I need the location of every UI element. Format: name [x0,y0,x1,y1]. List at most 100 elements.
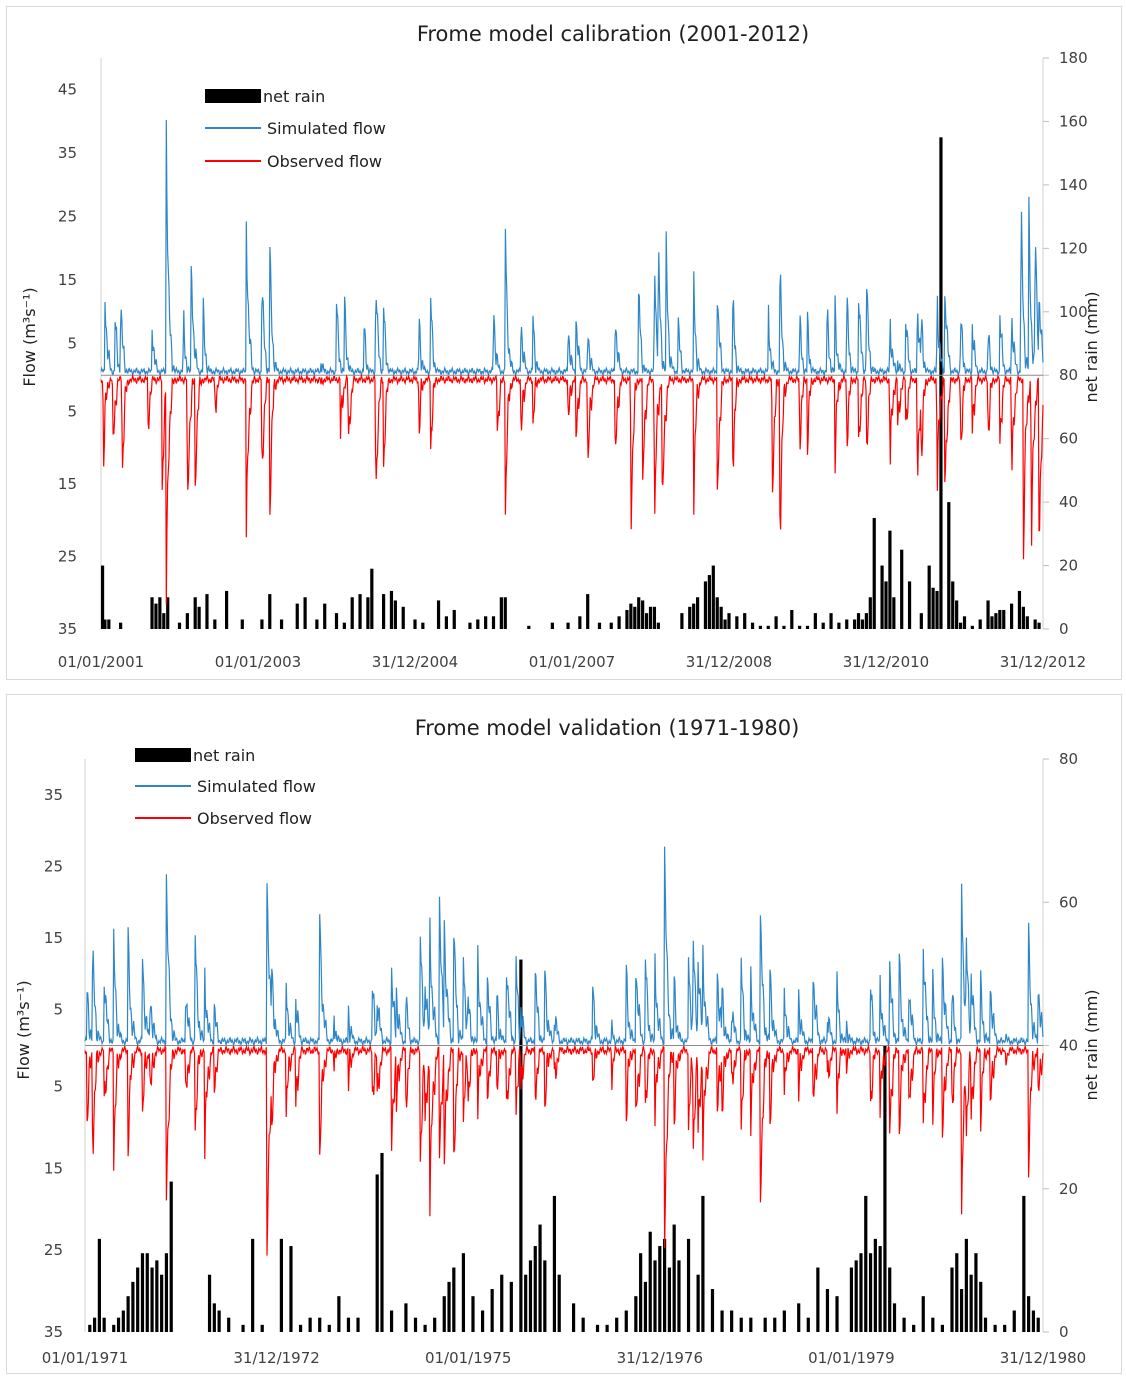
net-rain-bar [268,594,272,629]
right-tick-label: 0 [1059,1323,1069,1341]
net-rain-bar [798,625,802,629]
legend-label-simulated: Simulated flow [197,777,316,796]
net-rain-bar [782,625,786,629]
net-rain-bar [730,1310,734,1332]
net-rain-bar [919,613,923,629]
right-tick-label: 0 [1059,620,1069,638]
net-rain-bar [615,1317,619,1332]
net-rain-bar [750,622,755,629]
net-rain-bar [727,613,731,629]
net-rain-bar [758,625,762,629]
net-rain-bar [380,1152,384,1332]
left-tick-label: 5 [67,402,77,420]
net-rain-bar [413,619,417,629]
net-rain-bar [805,625,810,629]
net-rain-bar [633,606,637,629]
net-rain-bar [979,1281,983,1332]
net-rain-bar [766,625,770,629]
net-rain-bar [969,1274,973,1332]
net-rain-bar [197,606,201,629]
net-rain-bar [641,600,645,629]
net-rain-bar [854,1260,858,1332]
net-rain-bar [350,597,354,629]
net-rain-bar [993,1324,997,1332]
net-rain-bar [782,1310,786,1332]
net-rain-bar [491,616,496,629]
net-rain-bar [145,1253,149,1332]
net-rain-bar [829,613,833,629]
net-rain-bar [816,1267,820,1332]
net-rain-bar [318,1317,322,1332]
net-rain-bar [939,137,943,630]
net-rain-bar [260,1324,264,1332]
net-rain-bar [1031,1310,1036,1332]
net-rain-bar [680,613,684,629]
net-rain-bar [240,619,244,629]
net-rain-bar [421,622,425,629]
net-rain-bar [892,1303,897,1332]
net-rain-bar [334,613,339,629]
net-rain-bar [480,1310,485,1332]
right-tick-label: 160 [1059,112,1088,130]
net-rain-bar [658,1246,662,1332]
net-rain-bar [998,609,1002,629]
left-tick-label: 35 [44,786,63,804]
net-rain-bar [528,1260,533,1332]
left-tick-label: 15 [44,1159,63,1177]
net-rain-bar [719,606,723,629]
net-rain-bar [625,609,629,629]
net-rain-bar [888,530,892,629]
net-rain-bar [205,594,209,629]
right-tick-label: 80 [1059,750,1078,768]
x-tick-label: 31/12/1972 [233,1349,319,1367]
net-rain-bar [103,619,107,629]
net-rain-bar [648,606,653,629]
net-rain-bar [672,1224,676,1332]
net-rain-bar [92,1317,97,1332]
validation-chart: Frome model validation (1971-1980) 80 60 4… [6,694,1122,1374]
net-rain-bar [323,603,327,629]
right-tick-label: 140 [1059,176,1088,194]
net-rain-bar [837,622,841,629]
net-rain-bar [471,1296,475,1332]
net-rain-bar [337,1296,341,1332]
net-rain-bar [327,1324,331,1332]
net-rain-bar [609,622,613,629]
left-tick-label: 35 [58,144,77,162]
net-rain-bar [140,1253,145,1332]
left-tick-label: 35 [58,620,77,638]
net-rain-bar [452,1267,456,1332]
observed-flow-line [84,1043,1044,1256]
net-rain-bar [990,616,994,629]
x-tick-label: 01/01/1971 [42,1349,128,1367]
net-rain-bar [921,1296,925,1332]
net-rain-bar [892,597,896,629]
net-rain-bar [1022,1195,1026,1332]
net-rain-bar [154,603,158,629]
net-rain-bar [97,1238,101,1332]
net-rain-bar [774,616,778,629]
net-rain-bar [873,1238,877,1332]
net-rain-bar [533,1246,537,1332]
net-rain-bar [931,1317,935,1332]
net-rain-bar [951,581,955,629]
x-tick-label: 01/01/2007 [529,653,615,671]
net-rain-bar [375,1174,379,1332]
net-rain-bar [193,597,197,629]
left-tick-label: 15 [44,929,63,947]
net-rain-bar [656,622,660,629]
net-rain-bar [119,622,123,629]
net-rain-bar [158,597,162,629]
net-rain-bar [1021,606,1025,629]
net-rain-bar [500,1274,504,1332]
x-tick-label: 31/12/1976 [617,1349,703,1367]
x-tick-label: 01/01/1979 [808,1349,894,1367]
left-tick-label: 5 [53,1077,63,1095]
net-rain-bar [835,1296,839,1332]
net-rain-bar [461,1253,466,1332]
net-rain-bar [935,590,939,629]
x-tick-label: 31/12/2008 [686,653,772,671]
right-tick-label: 40 [1059,1037,1078,1055]
net-rain-bar [872,517,876,629]
net-rain-bar [983,1317,988,1332]
